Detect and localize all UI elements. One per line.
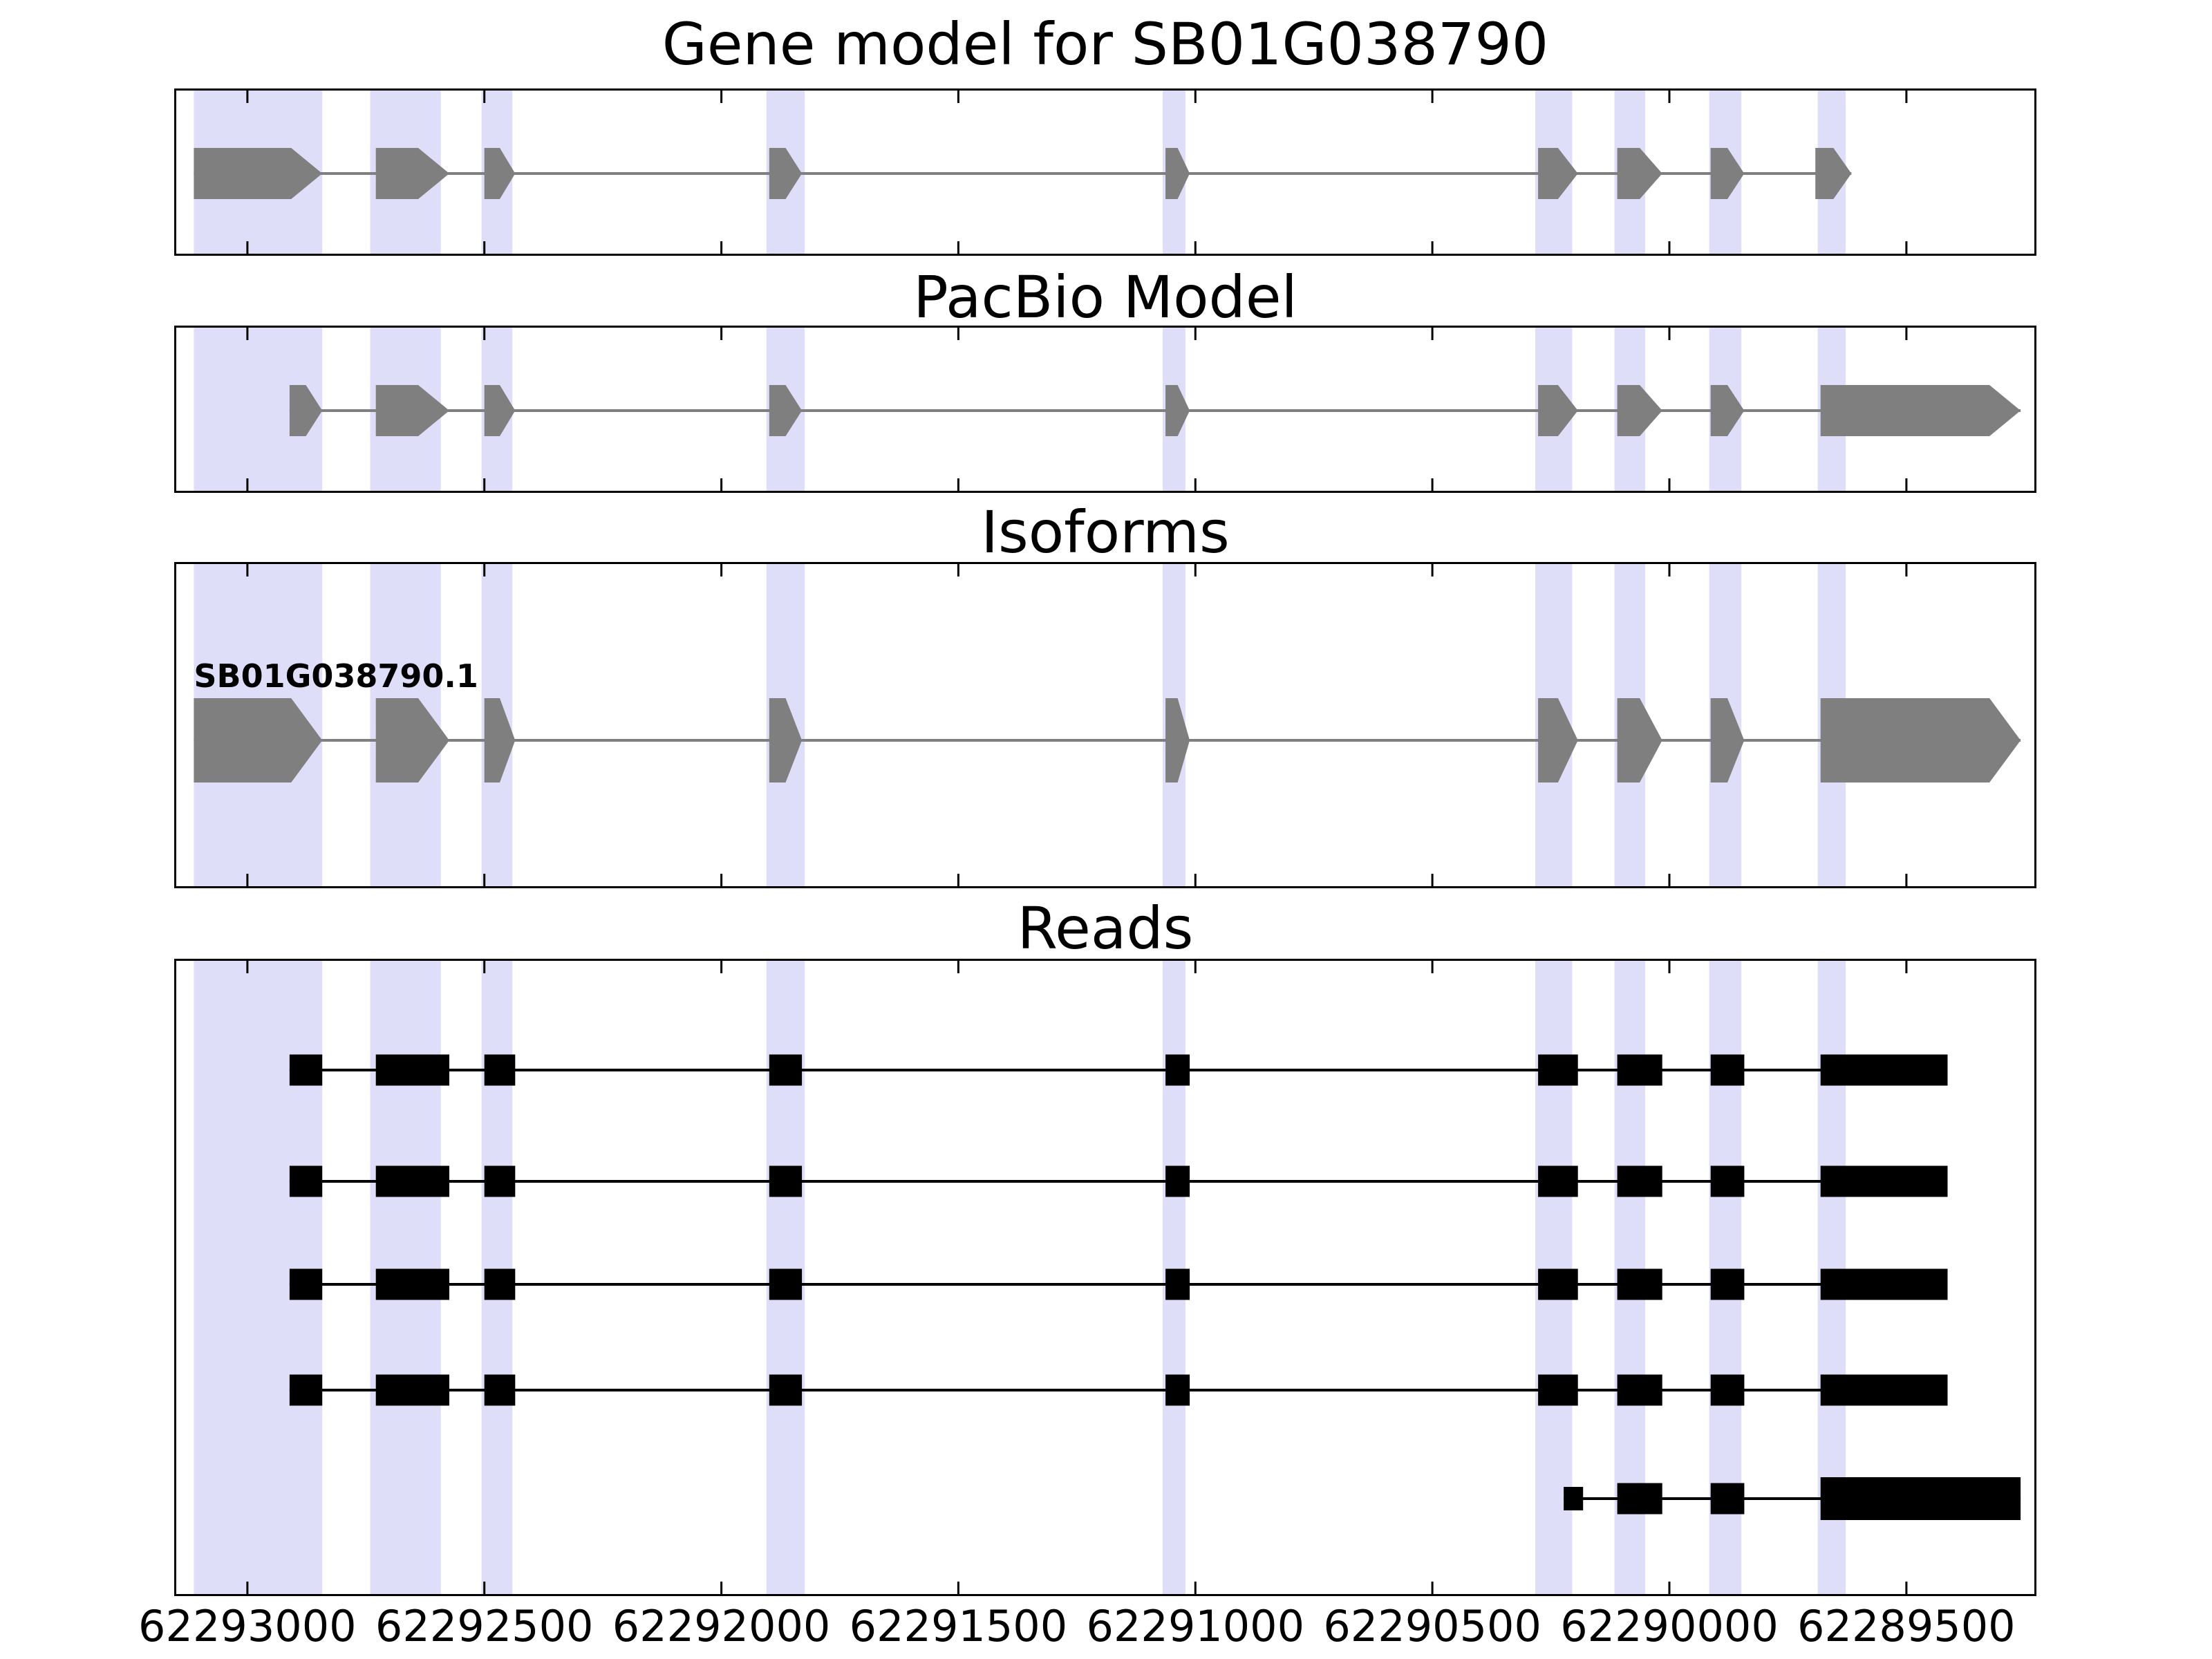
exon-block	[1617, 1483, 1662, 1515]
exon-block	[1820, 1165, 1948, 1197]
exon-block	[375, 1165, 449, 1197]
exon-block	[484, 1374, 516, 1406]
exon-block	[1617, 1165, 1662, 1197]
exon-block	[769, 1165, 803, 1197]
exon-block	[1165, 385, 1190, 436]
exon-block	[1815, 148, 1852, 199]
exon-block	[289, 1268, 323, 1300]
exon-block	[1710, 698, 1745, 782]
pacbio-model-track	[174, 326, 2036, 493]
exon-block	[1617, 1268, 1662, 1300]
exon-block	[289, 1165, 323, 1197]
exon-block	[1820, 1054, 1948, 1086]
exon-block	[1538, 1165, 1578, 1197]
exon-block	[1538, 1054, 1578, 1086]
exon-block	[1617, 1054, 1662, 1086]
exon-block	[1617, 698, 1662, 782]
exon-block	[1165, 148, 1190, 199]
exon-block	[375, 698, 449, 782]
exon-block	[375, 1268, 449, 1300]
exon-block	[769, 1374, 803, 1406]
exon-block	[1710, 1165, 1745, 1197]
gene-model-track	[174, 88, 2036, 256]
exon-block	[1617, 385, 1662, 436]
exon-block	[1165, 1374, 1190, 1406]
exon-block	[1538, 148, 1578, 199]
exon-block	[769, 698, 803, 782]
exon-block	[1710, 148, 1745, 199]
exon-block	[1617, 1374, 1662, 1406]
exon-block	[769, 1268, 803, 1300]
exon-block	[769, 148, 803, 199]
exon-block	[1710, 385, 1745, 436]
exon-block	[1820, 1374, 1948, 1406]
exon-block	[1710, 1268, 1745, 1300]
isoforms-track: SB01G038790.1	[174, 562, 2036, 888]
x-axis-tick-label: 62291000	[1086, 1601, 1305, 1651]
x-axis-tick-label: 62290500	[1323, 1601, 1541, 1651]
exon-block	[1820, 698, 2021, 782]
x-axis-tick-label: 62290000	[1560, 1601, 1779, 1651]
exon-block	[289, 385, 323, 436]
exon-block	[1165, 1054, 1190, 1086]
exon-block	[769, 385, 803, 436]
panel-title-pacbio-model: PacBio Model	[913, 263, 1297, 331]
exon-block	[1165, 1165, 1190, 1197]
exon-block	[375, 1374, 449, 1406]
exon-block	[484, 1165, 516, 1197]
exon-block	[1710, 1483, 1745, 1515]
exon-block	[1617, 148, 1662, 199]
exon-block	[289, 1054, 323, 1086]
exon-block	[1710, 1054, 1745, 1086]
exon-block	[1820, 1268, 1948, 1300]
x-axis-tick-label: 62291500	[849, 1601, 1068, 1651]
x-axis-tick-label: 62289500	[1797, 1601, 2016, 1651]
exon-block	[1710, 1374, 1745, 1406]
exon-block	[1820, 1477, 2021, 1520]
exon-block	[375, 1054, 449, 1086]
x-axis-tick-label: 62292000	[612, 1601, 831, 1651]
panel-title-gene-model: Gene model for SB01G038790	[662, 10, 1549, 78]
exon-block	[1538, 1374, 1578, 1406]
exon-block	[1820, 385, 2021, 436]
exon-block	[289, 1374, 323, 1406]
isoform-label: SB01G038790.1	[194, 657, 478, 695]
exon-block	[484, 1054, 516, 1086]
exon-block	[375, 148, 449, 199]
panel-title-isoforms: Isoforms	[981, 498, 1230, 566]
exon-block	[1165, 698, 1190, 782]
exon-block	[1538, 698, 1578, 782]
reads-track	[174, 959, 2036, 1596]
exon-block	[1165, 1268, 1190, 1300]
panel-title-reads: Reads	[1017, 894, 1194, 962]
exon-block	[375, 385, 449, 436]
x-axis-tick-label: 62293000	[138, 1601, 357, 1651]
exon-block	[194, 148, 323, 199]
exon-block	[484, 1268, 516, 1300]
exon-block	[769, 1054, 803, 1086]
exon-block	[1564, 1487, 1584, 1510]
x-axis-tick-label: 62292500	[375, 1601, 594, 1651]
exon-block	[1538, 1268, 1578, 1300]
exon-block	[1538, 385, 1578, 436]
exon-block	[194, 698, 323, 782]
